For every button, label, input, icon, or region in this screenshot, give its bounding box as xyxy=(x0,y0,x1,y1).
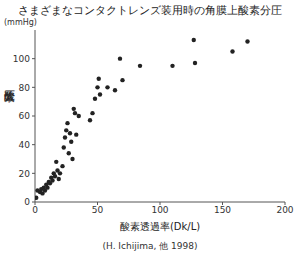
svg-text:酸素透過率(Dk/L): 酸素透過率(Dk/L) xyxy=(120,221,200,232)
svg-text:0: 0 xyxy=(32,205,38,215)
svg-text:100: 100 xyxy=(13,54,30,64)
svg-text:60: 60 xyxy=(19,111,31,121)
svg-text:200: 200 xyxy=(276,205,292,215)
svg-text:40: 40 xyxy=(19,140,31,150)
svg-text:150: 150 xyxy=(214,205,231,215)
svg-text:50: 50 xyxy=(92,205,104,215)
svg-text:80: 80 xyxy=(19,83,31,93)
html-text:さまざまなコンタクトレンズ装用時の角膜上酸素分圧: さまざまなコンタクトレンズ装用時の角膜上酸素分圧 xyxy=(18,4,282,17)
html-text:(mmHg): (mmHg) xyxy=(4,18,37,27)
html-text:(H. Ichijima, 他 1998): (H. Ichijima, 他 1998) xyxy=(102,241,198,251)
svg-text:20: 20 xyxy=(19,169,31,179)
svg-text:100: 100 xyxy=(151,205,168,215)
svg-text:0: 0 xyxy=(24,197,30,207)
